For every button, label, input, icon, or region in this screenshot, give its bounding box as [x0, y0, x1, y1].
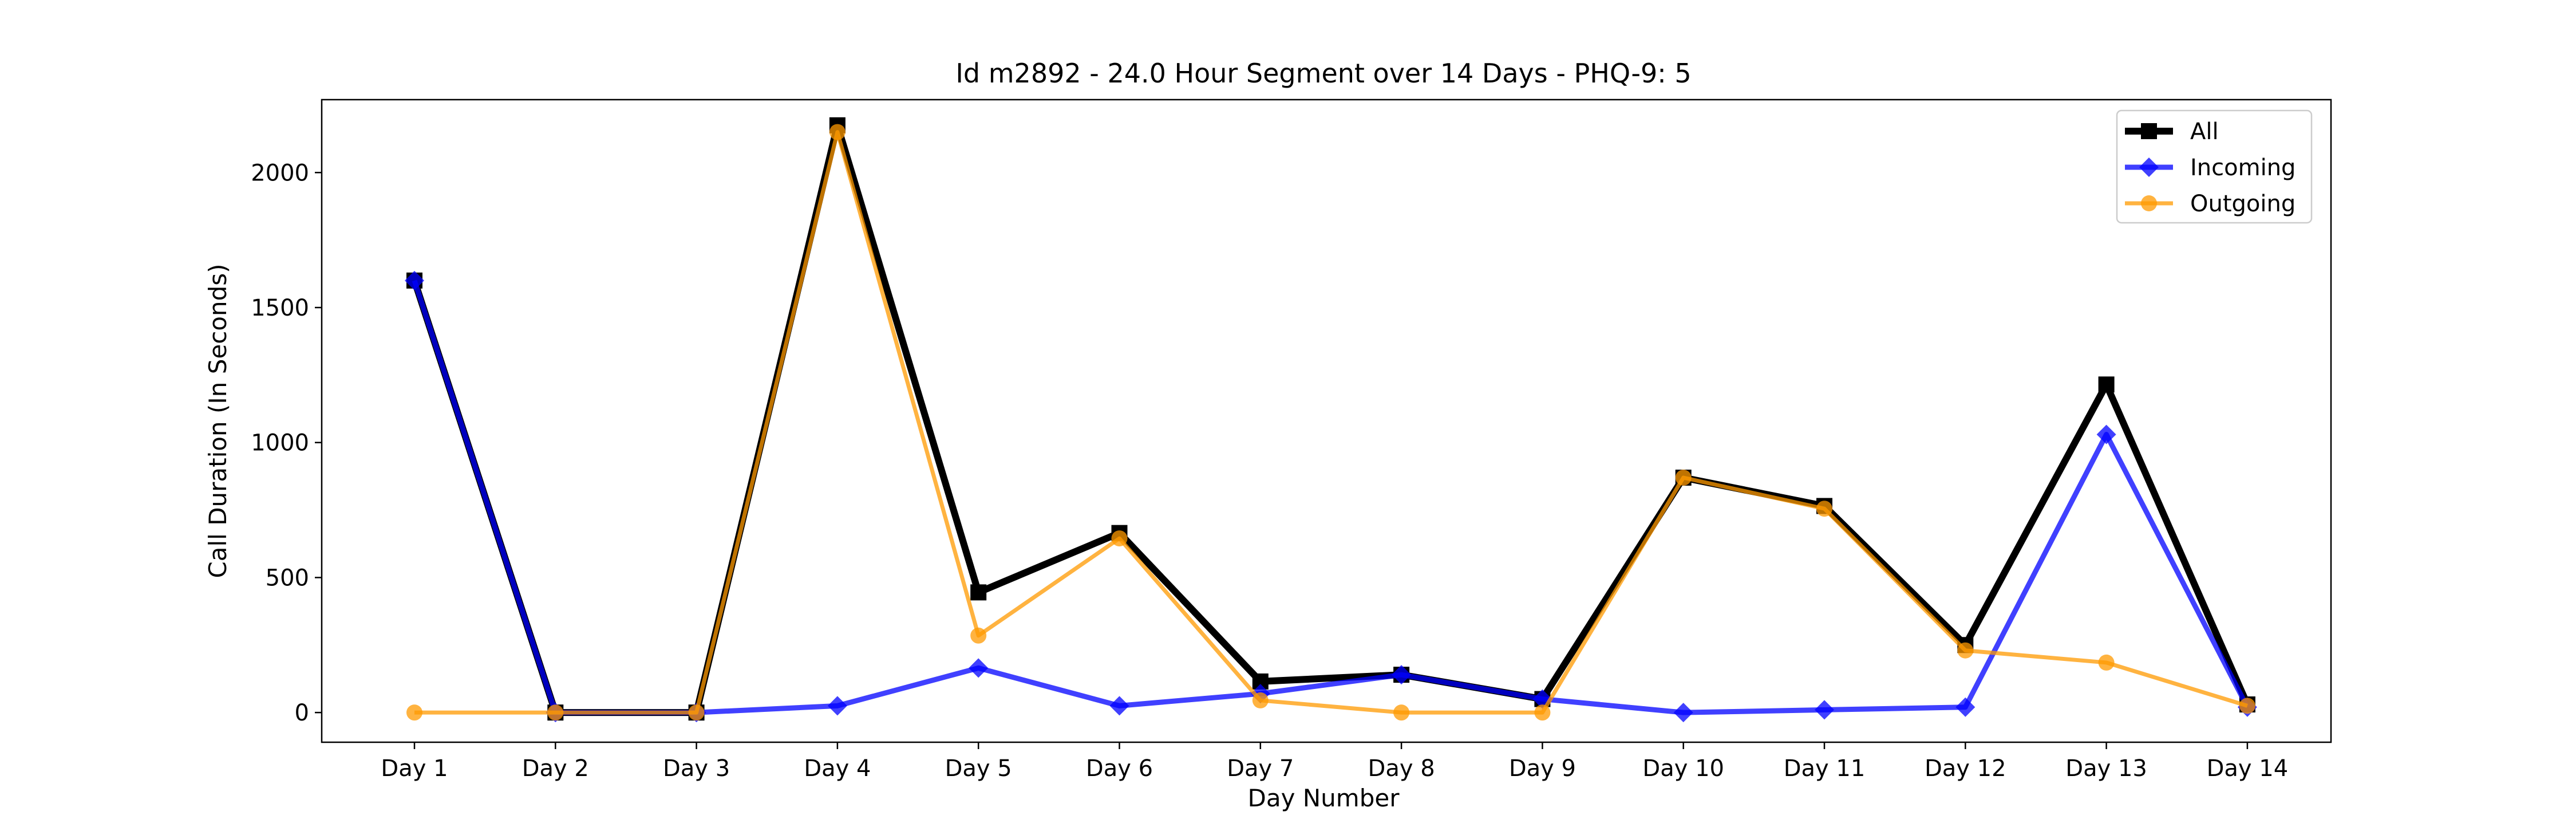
legend-entry-incoming: Incoming	[2125, 155, 2296, 181]
plot-area-frame	[321, 99, 2332, 743]
data-point-all	[970, 584, 987, 601]
data-point-incoming	[827, 696, 847, 716]
legend-label: Incoming	[2190, 155, 2296, 181]
x-tick-label: Day 9	[1509, 755, 1576, 782]
y-tick-label: 1500	[251, 295, 309, 321]
x-tick-label: Day 7	[1227, 755, 1294, 782]
y-tick-label: 0	[295, 700, 309, 726]
data-point-outgoing	[829, 124, 846, 140]
x-axis-ticks: Day 1 Day 2 Day 3 Day 4 Day 5 Day 6 Day 7 Day 8…	[381, 742, 2288, 782]
x-tick-label: Day 1	[381, 755, 448, 782]
data-point-outgoing	[1252, 692, 1269, 708]
data-point-incoming	[969, 658, 989, 678]
data-point-incoming	[1109, 696, 1129, 716]
data-point-outgoing	[1111, 530, 1128, 547]
series-outgoing	[406, 124, 2255, 721]
x-tick-label: Day 12	[1925, 755, 2006, 782]
data-point-outgoing	[1957, 642, 1974, 659]
data-point-outgoing	[1675, 470, 1692, 486]
data-point-incoming	[1673, 703, 1693, 723]
data-point-outgoing	[688, 704, 705, 721]
x-tick-label: Day 5	[945, 755, 1012, 782]
data-point-incoming	[1955, 697, 1976, 717]
x-tick-label: Day 10	[1642, 755, 1724, 782]
legend-swatch-marker	[2141, 195, 2157, 211]
data-point-incoming	[405, 270, 424, 290]
data-point-outgoing	[1534, 704, 1551, 721]
legend-entry-outgoing: Outgoing	[2125, 191, 2296, 217]
legend-swatch-marker	[2141, 123, 2157, 139]
x-axis-label: Day Number	[1247, 784, 1400, 812]
data-point-incoming	[2096, 424, 2116, 444]
data-point-outgoing	[1816, 501, 1832, 517]
x-tick-label: Day 3	[663, 755, 730, 782]
y-axis-label: Call Duration (In Seconds)	[204, 263, 232, 578]
data-point-outgoing	[406, 704, 422, 721]
data-point-incoming	[1392, 665, 1412, 685]
legend-entry-all: All	[2125, 119, 2219, 145]
data-point-outgoing	[1393, 704, 1410, 721]
legend-label: All	[2190, 119, 2219, 145]
x-tick-label: Day 8	[1368, 755, 1435, 782]
data-point-outgoing	[2098, 654, 2115, 671]
chart-title: Id m2892 - 24.0 Hour Segment over 14 Day…	[955, 58, 1691, 89]
data-point-incoming	[1815, 700, 1834, 720]
y-axis-ticks: 0 500 1000 1500 2000	[251, 160, 322, 726]
series-line-outgoing	[414, 130, 2248, 715]
x-tick-label: Day 2	[522, 755, 589, 782]
legend-label: Outgoing	[2190, 191, 2296, 217]
legend-frame	[2116, 109, 2313, 224]
series-line-incoming	[412, 279, 2250, 715]
data-point-outgoing	[547, 704, 564, 721]
y-tick-label: 500	[266, 565, 309, 591]
y-tick-label: 1000	[251, 430, 309, 456]
x-tick-label: Day 4	[804, 755, 871, 782]
x-tick-label: Day 14	[2207, 755, 2289, 782]
data-point-all	[2098, 376, 2115, 393]
x-tick-label: Day 11	[1784, 755, 1866, 782]
data-point-outgoing	[2239, 698, 2255, 714]
legend: All Incoming Outgoing	[2116, 109, 2313, 224]
legend-swatch-marker	[2139, 157, 2159, 177]
x-tick-label: Day 13	[2065, 755, 2147, 782]
series-layer	[405, 117, 2257, 723]
data-point-outgoing	[970, 627, 987, 644]
x-tick-label: Day 6	[1086, 755, 1153, 782]
y-tick-label: 2000	[251, 160, 309, 186]
